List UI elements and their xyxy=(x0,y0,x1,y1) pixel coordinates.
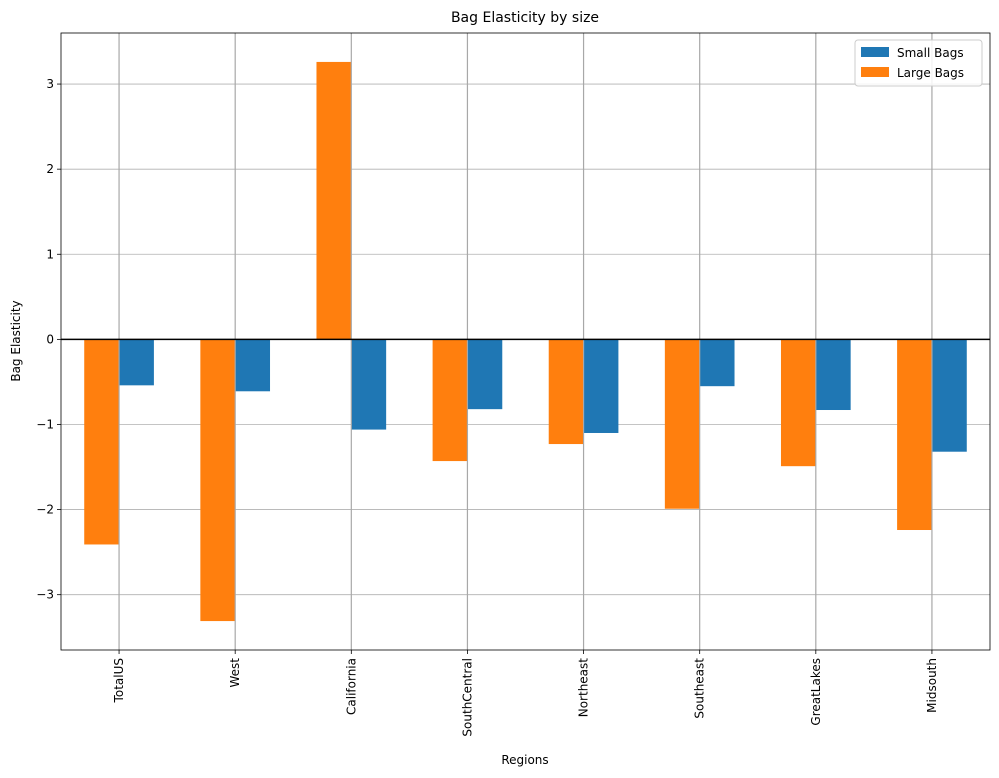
bar-small-bags xyxy=(699,339,735,387)
legend-label: Small Bags xyxy=(897,46,964,60)
y-tick-label: −2 xyxy=(36,503,54,517)
x-tick-label: GreatLakes xyxy=(809,658,823,726)
bar-large-bags xyxy=(316,61,352,340)
x-tick-label: Northeast xyxy=(577,658,591,718)
bar-large-bags xyxy=(432,339,468,462)
legend-swatch xyxy=(861,67,889,77)
x-tick-label: West xyxy=(228,658,242,688)
y-tick-label: 0 xyxy=(46,332,54,346)
bar-small-bags xyxy=(351,339,387,430)
x-tick-label: California xyxy=(344,658,358,715)
x-tick-label: SouthCentral xyxy=(460,658,474,737)
bar-small-bags xyxy=(931,339,967,452)
bar-large-bags xyxy=(897,339,932,531)
bars-layer xyxy=(84,61,967,622)
x-axis: TotalUS West California SouthCentral Northea… xyxy=(112,650,939,737)
y-axis-label: Bag Elasticity xyxy=(9,300,23,381)
bar-small-bags xyxy=(235,339,271,392)
plot-frame xyxy=(60,32,991,651)
bar-large-bags xyxy=(664,339,700,509)
bar-small-bags xyxy=(583,339,619,433)
y-tick-label: −1 xyxy=(36,417,54,431)
y-tick-label: 1 xyxy=(46,247,54,261)
legend: Small Bags Large Bags xyxy=(854,39,983,87)
bar-small-bags xyxy=(815,339,851,411)
x-tick-label: TotalUS xyxy=(112,658,126,703)
vertical-grid-layer xyxy=(118,33,933,650)
y-tick-label: 3 xyxy=(46,77,54,91)
bar-small-bags xyxy=(119,339,154,386)
bar-large-bags xyxy=(780,339,816,467)
y-axis: 3 2 1 0 −1 −2 −3 xyxy=(36,77,61,602)
x-tick-label: Southeast xyxy=(693,658,707,719)
bar-large-bags xyxy=(200,339,236,622)
y-tick-label: −3 xyxy=(36,588,54,602)
bar-small-bags xyxy=(467,339,503,410)
legend-label: Large Bags xyxy=(897,66,964,80)
legend-swatch xyxy=(861,47,889,57)
y-tick-label: 2 xyxy=(46,162,54,176)
bar-large-bags xyxy=(84,339,120,545)
x-axis-label: Regions xyxy=(501,753,548,767)
chart-title: Bag Elasticity by size xyxy=(451,10,599,26)
bar-large-bags xyxy=(548,339,584,445)
x-tick-label: Midsouth xyxy=(925,658,939,713)
